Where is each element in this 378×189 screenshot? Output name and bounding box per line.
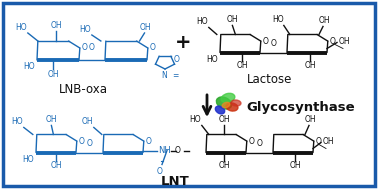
Ellipse shape — [215, 106, 225, 114]
Text: O: O — [87, 139, 93, 147]
Text: NH: NH — [158, 146, 171, 155]
Text: OH: OH — [318, 16, 330, 26]
Text: HO: HO — [272, 15, 284, 24]
Text: OH: OH — [218, 161, 230, 170]
Text: HO: HO — [79, 25, 91, 34]
Text: OH: OH — [46, 115, 57, 124]
Text: O: O — [329, 37, 335, 46]
Text: OH: OH — [50, 161, 62, 170]
Text: HO: HO — [15, 23, 27, 32]
Text: OH: OH — [226, 15, 238, 24]
Text: O: O — [89, 43, 95, 52]
Text: OH: OH — [323, 137, 335, 146]
Text: O: O — [78, 137, 84, 146]
Text: N: N — [161, 71, 167, 80]
Text: LNT: LNT — [161, 175, 189, 188]
Text: O: O — [262, 37, 268, 46]
Text: O: O — [175, 146, 181, 155]
Text: HO: HO — [206, 54, 218, 64]
Text: HO: HO — [11, 117, 23, 126]
Text: OH: OH — [218, 115, 230, 124]
Ellipse shape — [231, 100, 241, 106]
Text: OH: OH — [339, 37, 351, 46]
Text: +: + — [175, 33, 191, 51]
Ellipse shape — [222, 102, 230, 108]
Text: HO: HO — [23, 62, 35, 71]
Text: HO: HO — [22, 154, 34, 163]
Text: LNB-oxa: LNB-oxa — [59, 83, 107, 96]
Text: Lactose: Lactose — [247, 73, 293, 86]
Text: O: O — [248, 137, 254, 146]
Text: O: O — [174, 56, 180, 64]
Text: O: O — [315, 137, 321, 146]
Text: OH: OH — [236, 61, 248, 70]
Text: HO: HO — [196, 17, 208, 26]
Text: OH: OH — [81, 117, 93, 126]
Text: =: = — [172, 71, 178, 80]
Text: O: O — [271, 39, 276, 47]
Text: O: O — [81, 43, 87, 53]
Text: HO: HO — [189, 115, 201, 124]
Text: O: O — [149, 43, 155, 53]
Text: OH: OH — [304, 61, 316, 70]
Ellipse shape — [226, 103, 238, 111]
Ellipse shape — [216, 97, 232, 109]
Text: OH: OH — [289, 161, 301, 170]
Text: Glycosynthase: Glycosynthase — [246, 101, 355, 114]
Text: OH: OH — [47, 70, 59, 79]
Text: OH: OH — [304, 115, 316, 124]
Ellipse shape — [221, 93, 235, 103]
Text: O: O — [145, 137, 151, 146]
Text: OH: OH — [140, 23, 151, 32]
Text: O: O — [257, 139, 262, 147]
Text: O: O — [157, 167, 163, 177]
Text: OH: OH — [50, 21, 62, 30]
